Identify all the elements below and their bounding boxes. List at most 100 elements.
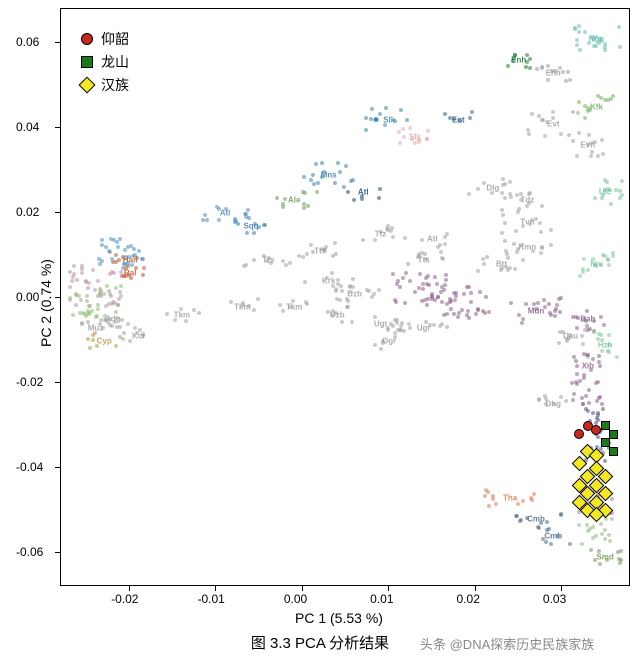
scatter-point (374, 117, 378, 121)
scatter-point (600, 532, 604, 536)
y-tick-label: 0.04 (16, 120, 39, 134)
scatter-point (549, 228, 553, 232)
scatter-point (486, 490, 490, 494)
scatter-point (594, 534, 598, 538)
scatter-point (469, 300, 473, 304)
legend-marker-icon (79, 77, 96, 94)
scatter-point (443, 235, 447, 239)
scatter-point (587, 388, 591, 392)
scatter-point (340, 320, 344, 324)
legend-label: 汉族 (101, 75, 129, 95)
cluster-label: Hzh (598, 340, 613, 349)
scatter-point (582, 376, 586, 380)
scatter-point (503, 196, 507, 200)
scatter-point (609, 202, 613, 206)
scatter-point (126, 322, 130, 326)
scatter-point (503, 221, 507, 225)
chart-container: NgnEnhEnhKfkEvtEvnUlcSlkEntSlkMnsAtlAleA… (0, 0, 640, 668)
scatter-point (87, 281, 91, 285)
scatter-point (346, 305, 350, 309)
scatter-point (568, 542, 572, 546)
x-tick-label: 0.01 (370, 592, 393, 606)
cluster-label: Ral (124, 268, 136, 277)
scatter-point (530, 498, 534, 502)
y-tick-label: -0.06 (16, 545, 43, 559)
scatter-point (305, 252, 309, 256)
scatter-point (574, 380, 578, 384)
scatter-point (568, 78, 572, 82)
scatter-point (278, 303, 282, 307)
scatter-point (233, 220, 237, 224)
legend-label: 龙山 (101, 52, 129, 72)
scatter-point (460, 308, 464, 312)
scatter-point (391, 272, 395, 276)
scatter-point (607, 333, 611, 337)
cluster-label: Slk (409, 132, 421, 141)
scatter-point (165, 312, 169, 316)
scatter-point (333, 181, 337, 185)
scatter-point (537, 114, 541, 118)
scatter-point (527, 132, 531, 136)
scatter-point (491, 497, 495, 501)
scatter-point (108, 292, 112, 296)
scatter-point (433, 298, 437, 302)
legend-item: 仰韶 (81, 29, 129, 49)
scatter-point (590, 150, 594, 154)
plot-area: NgnEnhEnhKfkEvtEvnUlcSlkEntSlkMnsAtlAleA… (60, 8, 630, 586)
scatter-point (118, 325, 122, 329)
scatter-point (104, 304, 108, 308)
scatter-point (141, 273, 145, 277)
scatter-point (137, 249, 141, 253)
scatter-point (587, 401, 591, 405)
cluster-label: Btt (496, 260, 507, 269)
scatter-point (474, 312, 478, 316)
scatter-point (483, 311, 487, 315)
scatter-point (436, 245, 440, 249)
scatter-point (500, 208, 504, 212)
scatter-point (617, 25, 621, 29)
scatter-point (611, 251, 615, 255)
scatter-point (564, 399, 568, 403)
x-tick-mark (388, 586, 389, 591)
scatter-point (85, 294, 89, 298)
scatter-point (442, 313, 446, 317)
scatter-point (618, 45, 622, 49)
scatter-point (377, 196, 381, 200)
scatter-point (252, 308, 256, 312)
scatter-point (408, 126, 412, 130)
scatter-point (398, 328, 402, 332)
scatter-point (521, 258, 525, 262)
scatter-point (243, 212, 247, 216)
scatter-point (316, 181, 320, 185)
scatter-point (577, 30, 581, 34)
scatter-point (574, 359, 578, 363)
scatter-point (551, 110, 555, 114)
scatter-point (589, 548, 593, 552)
scatter-point (114, 286, 118, 290)
scatter-point (478, 290, 482, 294)
cluster-label: Cmb (544, 532, 562, 541)
y-tick-mark (55, 212, 60, 213)
scatter-point (426, 274, 430, 278)
scatter-point (433, 275, 437, 279)
scatter-point (571, 398, 575, 402)
scatter-point (580, 542, 584, 546)
legend-marker-icon (81, 56, 93, 68)
scatter-point (620, 179, 624, 183)
cluster-label: Enh (511, 56, 526, 65)
cluster-label: Ale (288, 196, 300, 205)
cluster-label: Mdn (528, 306, 544, 315)
scatter-point (281, 309, 285, 313)
cluster-label: Kcr (132, 332, 145, 341)
scatter-point (575, 364, 579, 368)
scatter-point (118, 290, 122, 294)
scatter-point (364, 116, 368, 120)
cluster-label: Uzb (347, 289, 362, 298)
legend: 仰韶龙山汉族 (75, 22, 135, 102)
cluster-label: Dhg (545, 400, 561, 409)
scatter-point (540, 66, 544, 70)
scatter-point (487, 310, 491, 314)
scatter-point (124, 255, 128, 259)
scatter-point (542, 298, 546, 302)
scatter-point (284, 263, 288, 267)
